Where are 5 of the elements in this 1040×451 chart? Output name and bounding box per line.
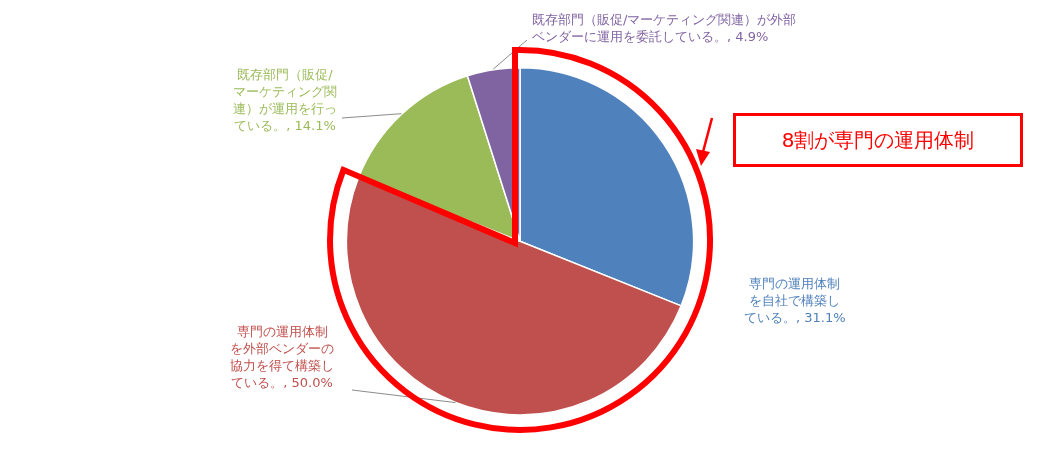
text: 8割が専門の運用体制 (781, 128, 975, 152)
slice-label: 専門の運用体制を自社で構築している。, 31.1% (744, 276, 846, 325)
slice-label: 専門の運用体制を外部ベンダーの協力を得て構築している。, 50.0% (230, 324, 334, 390)
slice-label: 既存部門（販促/マーケティング関連）が運用を行っている。, 14.1% (233, 67, 337, 133)
slice-label: 既存部門（販促/マーケティング関連）が外部ベンダーに運用を委託している。, 4.9% (532, 12, 797, 44)
